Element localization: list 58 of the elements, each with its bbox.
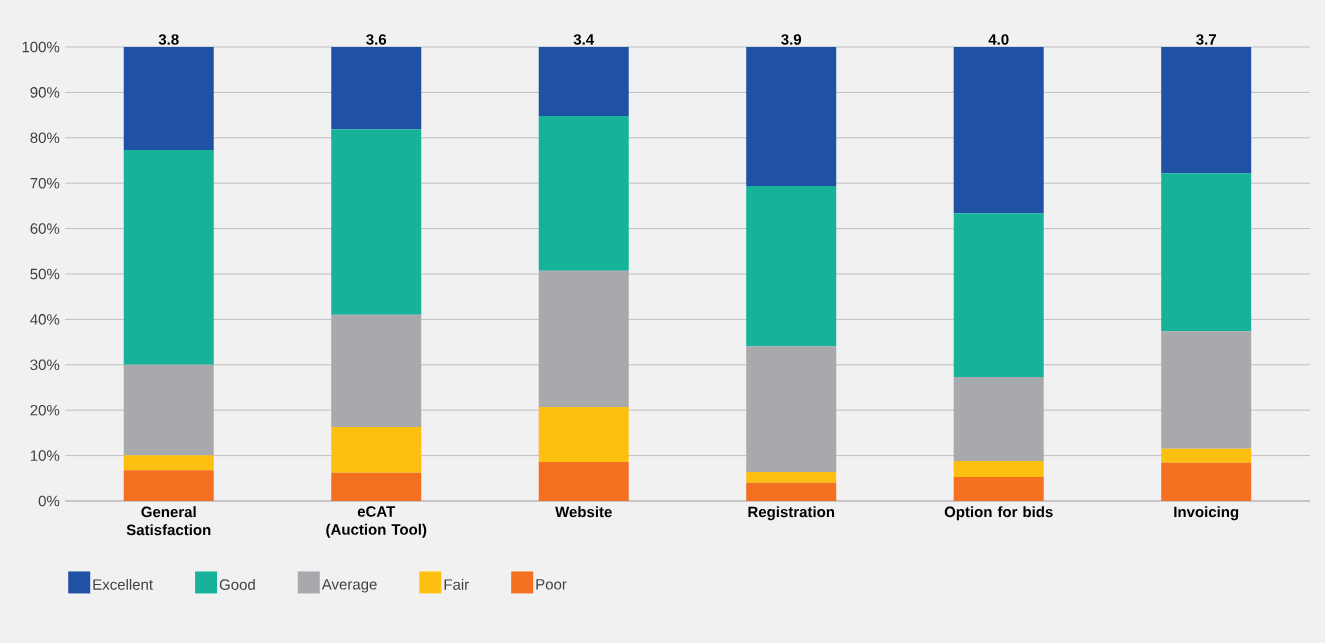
annotation: 3.8: [158, 34, 179, 45]
x-tick-label: Option for bids: [944, 506, 1053, 521]
bar: [953, 476, 1044, 501]
bar: [1161, 47, 1252, 174]
bar: [538, 47, 629, 116]
bar: [538, 407, 629, 462]
x-tick-label: Registration: [748, 506, 835, 521]
y-tick-label: 50%: [30, 268, 60, 280]
bar: [331, 47, 422, 130]
annotation: 3.7: [1196, 34, 1216, 45]
legend-label: Fair: [444, 578, 469, 590]
y-tick-label: 10%: [30, 450, 60, 461]
bar: [746, 471, 837, 483]
annotation: 3.4: [573, 34, 595, 45]
annotation: 3.6: [366, 34, 387, 45]
y-tick-label: 0%: [38, 495, 60, 507]
legend-label: Good: [219, 578, 255, 590]
bar: [953, 47, 1044, 214]
bar: [746, 47, 837, 186]
bar: [746, 185, 837, 347]
y-tick-label: 70%: [30, 177, 60, 189]
bar: [953, 461, 1044, 477]
bar: [746, 346, 837, 472]
bar: [123, 47, 214, 151]
bar: [1161, 462, 1252, 501]
x-tick-label: Website: [555, 506, 612, 518]
bar: [538, 270, 629, 408]
annotation: 4.0: [988, 34, 1009, 45]
bar: [331, 427, 422, 473]
bar: [1161, 448, 1252, 463]
bar: [1161, 173, 1252, 332]
annotation: 3.9: [781, 34, 802, 45]
legend-label: Excellent: [93, 578, 153, 590]
bar: [1161, 331, 1252, 449]
bar: [953, 213, 1044, 378]
y-tick-label: 30%: [30, 359, 60, 371]
y-tick-label: 100%: [22, 41, 60, 53]
bar: [331, 129, 422, 315]
bar: [953, 377, 1044, 462]
y-tick-label: 90%: [30, 87, 60, 98]
bar: [538, 461, 629, 501]
y-tick-label: 80%: [30, 132, 60, 144]
x-tick-label: eCAT (Auction Tool): [326, 506, 427, 538]
bar: [746, 482, 837, 501]
bar: [123, 455, 214, 471]
bar: [123, 150, 214, 365]
bar: [331, 314, 422, 427]
y-tick-label: 40%: [30, 314, 60, 325]
y-tick-label: 60%: [30, 223, 60, 234]
legend-label: Poor: [536, 579, 567, 590]
y-tick-label: 20%: [30, 404, 60, 416]
bar: [331, 472, 422, 501]
bar: [123, 470, 214, 501]
x-tick-label: General Satisfaction: [126, 506, 211, 536]
legend-label: Average: [321, 579, 377, 593]
x-tick-label: Invoicing: [1174, 506, 1239, 521]
bar: [538, 116, 629, 271]
bar: [123, 364, 214, 456]
